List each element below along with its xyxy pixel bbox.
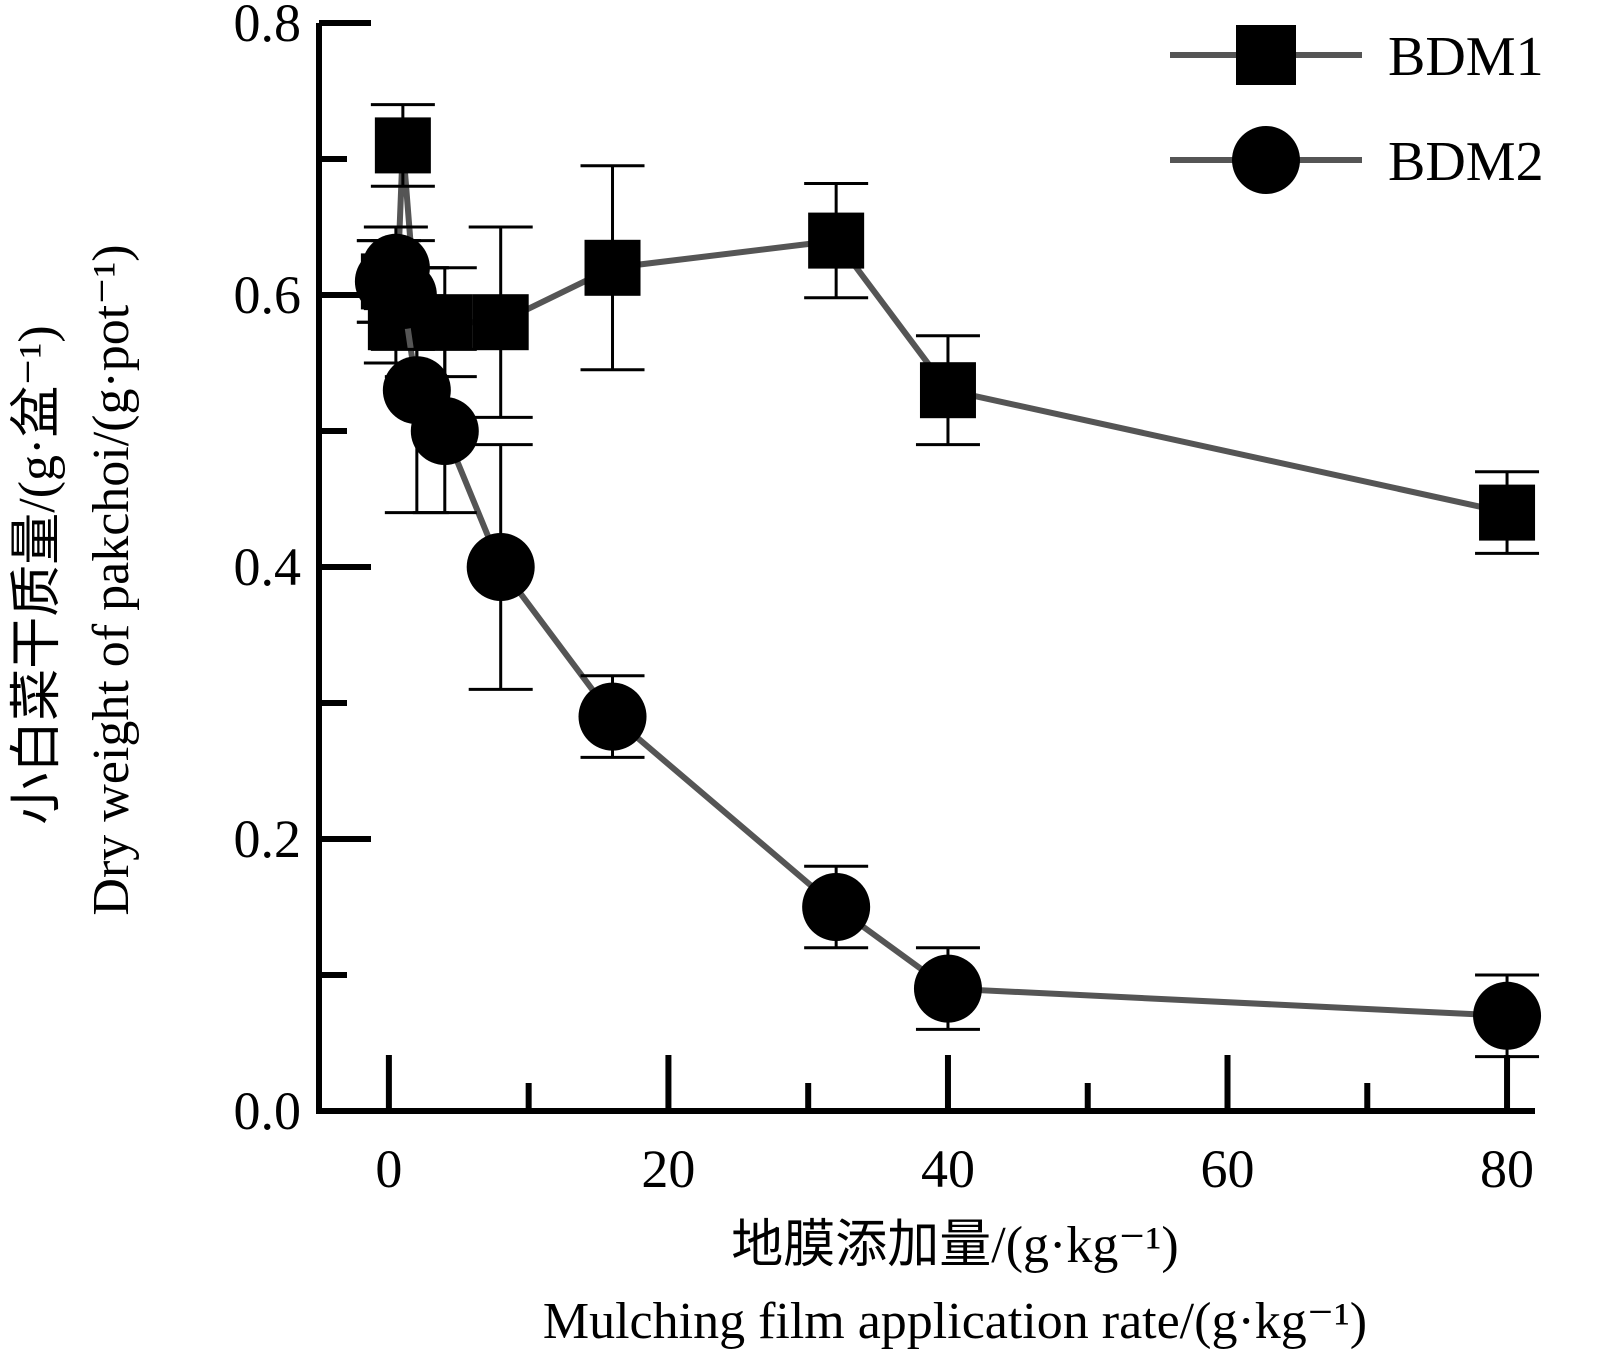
x-tick-label: 40: [921, 1139, 975, 1199]
x-tick-label: 60: [1201, 1139, 1255, 1199]
data-point-circle: [578, 682, 647, 751]
y-tick-label: 0.0: [234, 1081, 302, 1141]
series-layer: [354, 103, 1542, 1059]
data-point-circle: [1473, 981, 1542, 1050]
data-point-circle: [410, 397, 479, 465]
y-axis-title-en: Dry weight of pakchoi/(g·pot⁻¹): [83, 244, 140, 915]
series-bdm1: [356, 103, 1540, 555]
legend-label: BDM1: [1388, 26, 1544, 88]
legend-marker-square: [1236, 25, 1296, 85]
series-line: [385, 145, 1508, 516]
data-point-circle: [802, 873, 871, 941]
data-point-square: [1479, 484, 1536, 541]
y-tick-label: 0.4: [234, 537, 302, 597]
data-point-circle: [466, 533, 535, 601]
y-axis-title-cn: 小白菜干质量/(g·盆⁻¹): [9, 325, 66, 824]
y-tick-label: 0.6: [234, 265, 302, 325]
data-point-circle: [368, 261, 437, 329]
data-point-square: [584, 239, 641, 296]
x-tick-label: 0: [375, 1139, 402, 1199]
x-axis-title-en: Mulching film application rate/(g·kg⁻¹): [543, 1293, 1367, 1350]
legend: BDM1 BDM2: [1170, 25, 1544, 194]
legend-marker-circle: [1232, 126, 1300, 194]
x-axis-title-cn: 地膜添加量/(g·kg⁻¹): [731, 1217, 1178, 1274]
data-point-square: [374, 117, 431, 174]
series-bdm2: [354, 225, 1542, 1059]
data-point-square: [919, 362, 976, 419]
y-tick-label: 0.8: [234, 0, 302, 53]
legend-label: BDM2: [1388, 131, 1544, 193]
axes: 0.0 0.2 0.4 0.6 0.8 0 20 40 60 80: [234, 0, 1535, 1199]
data-point-square: [808, 212, 865, 269]
data-point-circle: [913, 954, 982, 1023]
x-tick-label: 20: [641, 1139, 695, 1199]
x-tick-label: 80: [1480, 1139, 1534, 1199]
y-tick-label: 0.2: [234, 809, 302, 869]
data-point-square: [472, 294, 529, 351]
